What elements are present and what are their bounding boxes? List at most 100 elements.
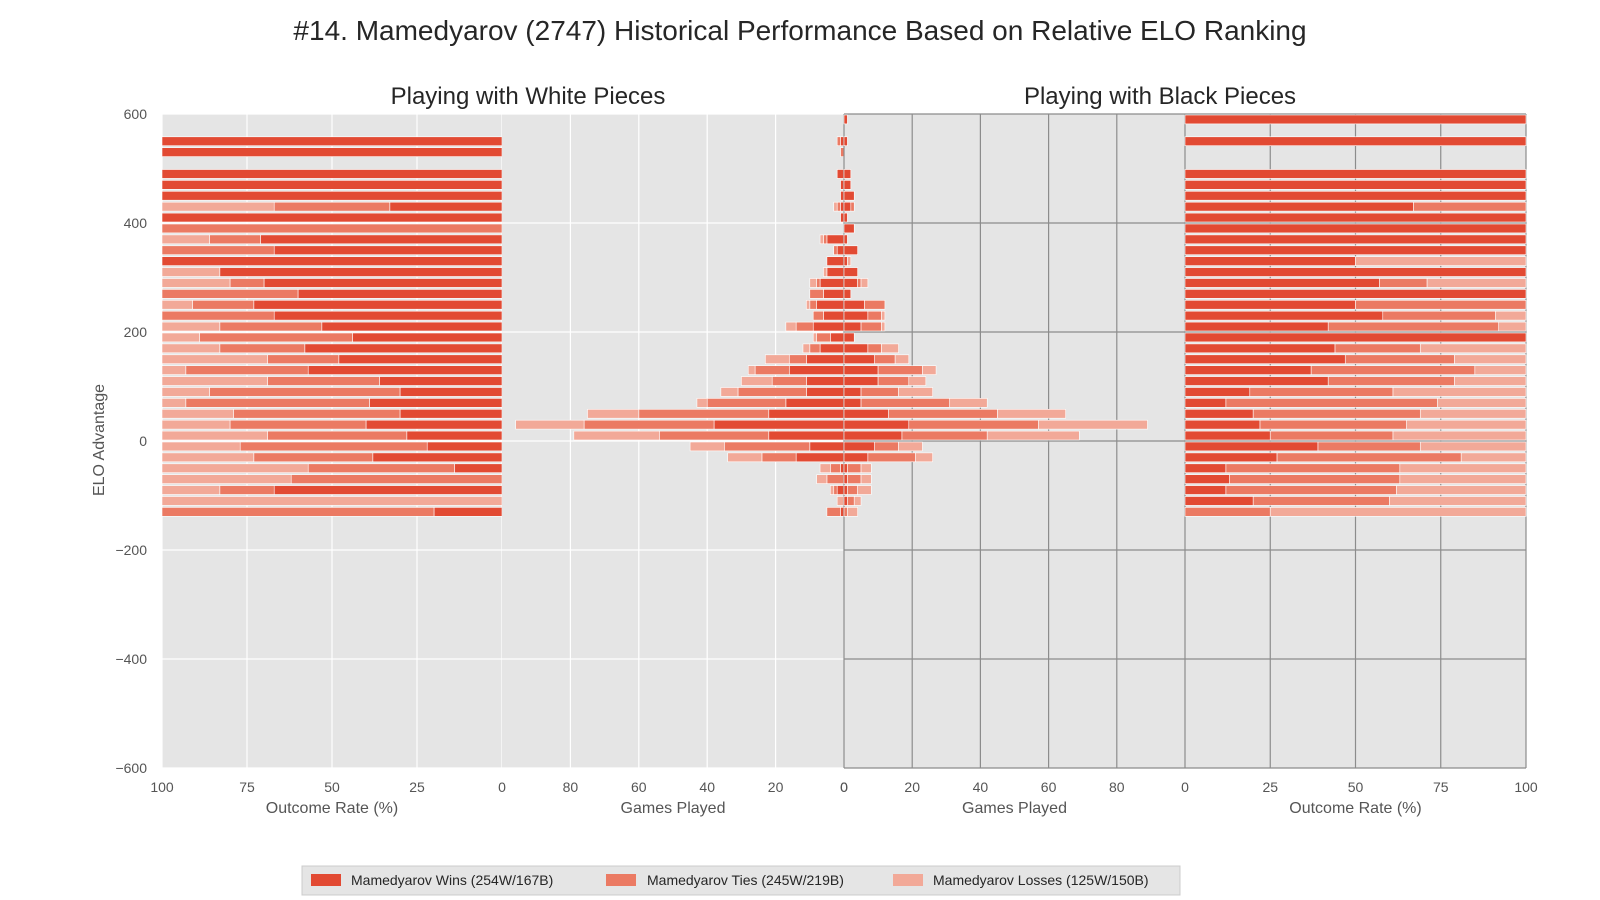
y-tick-label: 0 (139, 433, 147, 449)
win-bar (1184, 223, 1527, 234)
tie-bar (1317, 441, 1421, 452)
win-bar (1184, 136, 1527, 147)
tie-bar (1225, 398, 1438, 408)
loss-bar (1406, 419, 1527, 430)
win-bar (836, 245, 845, 256)
tie-bar (192, 299, 255, 310)
x-tick-label: 20 (904, 779, 920, 795)
loss-bar (1389, 496, 1527, 506)
tie-bar (1344, 354, 1455, 364)
panel-3: 0 20 40 60 80 Games Played (840, 113, 1185, 817)
tie-bar (1252, 496, 1390, 506)
tie-bar (836, 201, 841, 212)
tie-bar (795, 321, 814, 332)
win-bar (426, 441, 503, 452)
loss-bar (809, 278, 817, 288)
loss-bar (161, 408, 234, 419)
win-bar (263, 278, 503, 288)
x-tick-label: 40 (973, 779, 989, 795)
win-bar (1184, 299, 1356, 310)
win-bar (843, 256, 848, 266)
loss-bar (881, 343, 899, 354)
win-bar (433, 507, 503, 517)
win-bar (1184, 321, 1329, 332)
win-bar (788, 365, 845, 375)
loss-bar (161, 278, 231, 288)
loss-bar (1454, 376, 1527, 386)
win-bar (304, 343, 503, 354)
loss-bar (881, 321, 886, 332)
win-bar (713, 419, 845, 430)
win-bar (843, 299, 865, 310)
loss-bar (161, 485, 221, 495)
tie-bar (1225, 485, 1397, 495)
loss-bar (161, 387, 210, 397)
win-bar (1184, 463, 1227, 473)
tie-bar (209, 387, 401, 397)
win-bar (1184, 245, 1527, 256)
tie-bar (850, 201, 855, 212)
x-axis-label: Outcome Rate (%) (266, 800, 398, 817)
loss-bar (696, 398, 708, 408)
x-tick-label: 0 (498, 779, 506, 795)
win-bar (826, 234, 845, 245)
win-bar (1184, 398, 1227, 408)
tie-bar (1334, 343, 1421, 354)
win-bar (823, 289, 845, 299)
tie-bar (843, 507, 848, 517)
win-bar (823, 310, 845, 321)
win-bar (819, 278, 845, 288)
tie-bar (199, 332, 353, 343)
win-bar (253, 299, 503, 310)
win-bar (307, 365, 503, 375)
loss-bar (1426, 278, 1527, 288)
win-bar (352, 332, 503, 343)
tie-bar (847, 474, 862, 484)
loss-bar (908, 376, 927, 386)
tie-bar (857, 278, 862, 288)
win-bar (795, 452, 845, 463)
win-bar (161, 191, 503, 201)
x-tick-label: 60 (1041, 779, 1057, 795)
loss-bar (161, 332, 200, 343)
win-bar (389, 201, 503, 212)
win-bar (219, 267, 503, 277)
tie-bar (877, 376, 910, 386)
win-bar (843, 398, 862, 408)
tie-bar (860, 321, 882, 332)
tie-bar (1276, 452, 1462, 463)
tie-bar (908, 419, 1039, 430)
win-bar (1184, 441, 1319, 452)
win-bar (812, 321, 845, 332)
x-tick-label: 20 (768, 779, 784, 795)
tie-bar (161, 507, 435, 517)
legend: Mamedyarov Wins (254W/167B) Mamedyarov T… (301, 865, 1181, 896)
tie-bar (1413, 201, 1527, 212)
loss-bar (1419, 408, 1527, 419)
win-bar (273, 245, 503, 256)
tie-bar (1259, 419, 1407, 430)
x-axis-label: Games Played (962, 800, 1067, 817)
loss-bar (587, 408, 640, 419)
win-bar (161, 169, 503, 179)
win-bar (843, 245, 858, 256)
loss-bar (161, 376, 268, 386)
tie-bar (161, 310, 275, 321)
win-bar (843, 365, 879, 375)
loss-bar (161, 201, 275, 212)
loss-bar (853, 496, 862, 506)
tie-bar (1379, 278, 1428, 288)
tie-bar (1382, 310, 1496, 321)
x-tick-label: 75 (1433, 779, 1449, 795)
chart-title: #14. Mamedyarov (2747) Historical Perfor… (293, 15, 1306, 46)
win-bar (369, 398, 503, 408)
tie-bar (874, 354, 896, 364)
win-bar (1184, 496, 1254, 506)
tie-bar (307, 463, 455, 473)
tie-bar (1225, 463, 1401, 473)
loss-bar (161, 463, 309, 473)
loss-bar (747, 365, 756, 375)
y-tick-label: −600 (115, 760, 147, 776)
loss-bar (860, 463, 872, 473)
